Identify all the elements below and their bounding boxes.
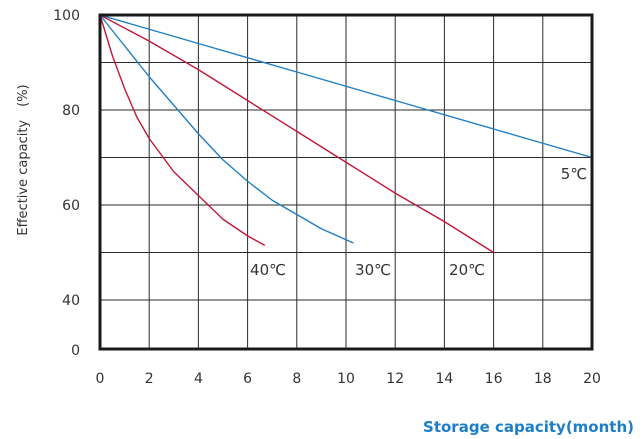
- x-tick-label: 18: [534, 371, 552, 387]
- x-tick-label: 20: [583, 371, 601, 387]
- y-tick-label: 0: [71, 343, 80, 359]
- series-label: 5℃: [561, 165, 587, 183]
- series-line: [99, 14, 494, 254]
- y-tick-label: 40: [62, 293, 80, 309]
- series-label: 20℃: [449, 261, 485, 279]
- x-tick-label: 0: [96, 371, 105, 387]
- series-label: 40℃: [250, 261, 286, 279]
- x-tick-label: 14: [435, 371, 453, 387]
- x-tick-label: 6: [243, 371, 252, 387]
- series-line: [99, 14, 593, 159]
- series-line: [99, 14, 354, 244]
- grid: [100, 15, 592, 349]
- x-tick-label: 10: [337, 371, 355, 387]
- series-label: 30℃: [355, 261, 391, 279]
- x-tick-label: 16: [485, 371, 503, 387]
- x-tick-label: 2: [145, 371, 154, 387]
- series-group: [99, 14, 593, 254]
- x-tick-label: 12: [386, 371, 404, 387]
- y-axis-label: Effective capacity (%): [16, 84, 31, 235]
- y-tick-label: 100: [53, 8, 80, 24]
- y-tick-label: 60: [62, 198, 80, 214]
- y-tick-labels: 100 80 60 40 0: [53, 8, 80, 359]
- x-tick-label: 4: [194, 371, 203, 387]
- plot-frame: [98, 13, 594, 351]
- y-tick-label: 80: [62, 103, 80, 119]
- x-tick-label: 8: [292, 371, 301, 387]
- series-labels: 5℃ 20℃ 30℃ 40℃: [250, 165, 587, 279]
- series-line: [99, 14, 266, 246]
- x-axis-label: Storage capacity(month): [423, 418, 634, 436]
- x-tick-labels: 0 2 4 6 8 10 12 14 16 18 20: [96, 371, 601, 387]
